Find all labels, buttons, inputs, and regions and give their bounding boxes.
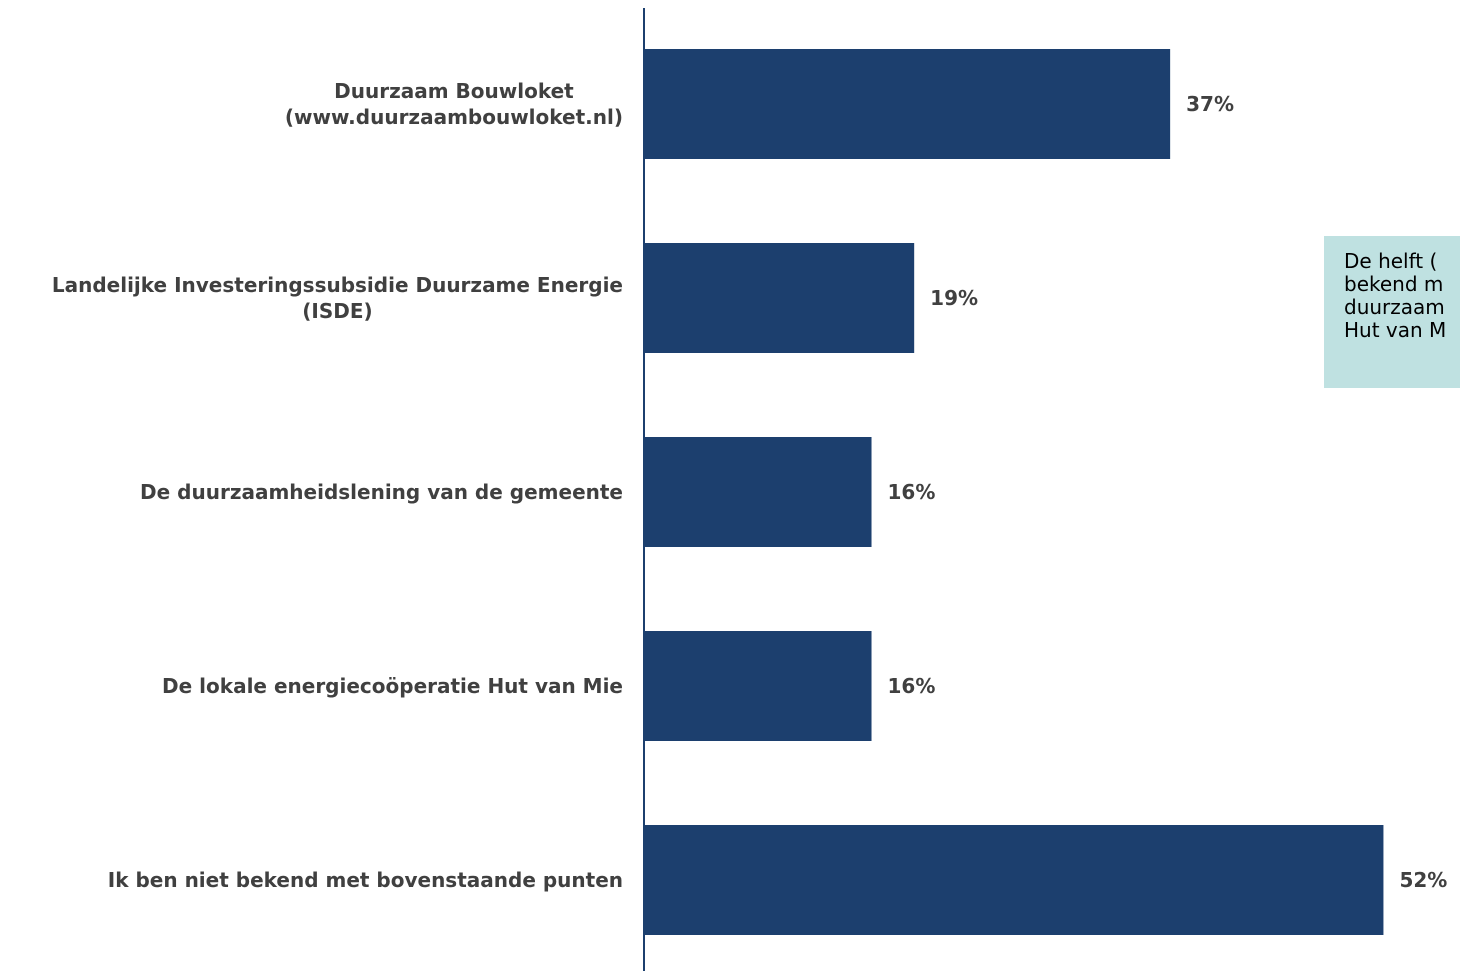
value-label-1: 37% bbox=[1186, 92, 1234, 116]
value-label-4: 16% bbox=[888, 674, 936, 698]
category-label-5: Ik ben niet bekend met bovenstaande punt… bbox=[108, 868, 623, 892]
bar-1 bbox=[644, 49, 1171, 159]
value-label-5: 52% bbox=[1399, 868, 1447, 892]
callout-text: De helft ( bekend m duurzaam Hut van M bbox=[1344, 249, 1447, 342]
category-label-3: De duurzaamheidslening van de gemeente bbox=[140, 480, 623, 504]
callout-box: De helft ( bekend m duurzaam Hut van M bbox=[1324, 236, 1460, 388]
bar-5 bbox=[644, 825, 1384, 935]
category-label-2: Landelijke Investeringssubsidie Duurzame… bbox=[52, 273, 623, 323]
value-label-2: 19% bbox=[930, 286, 978, 310]
bar-2 bbox=[644, 243, 915, 353]
bar-4 bbox=[644, 631, 872, 741]
category-label-4: De lokale energiecoöperatie Hut van Mie bbox=[162, 674, 623, 698]
value-label-3: 16% bbox=[888, 480, 936, 504]
category-label-1: Duurzaam Bouwloket (www.duurzaambouwloket… bbox=[285, 79, 623, 129]
bar-3 bbox=[644, 437, 872, 547]
